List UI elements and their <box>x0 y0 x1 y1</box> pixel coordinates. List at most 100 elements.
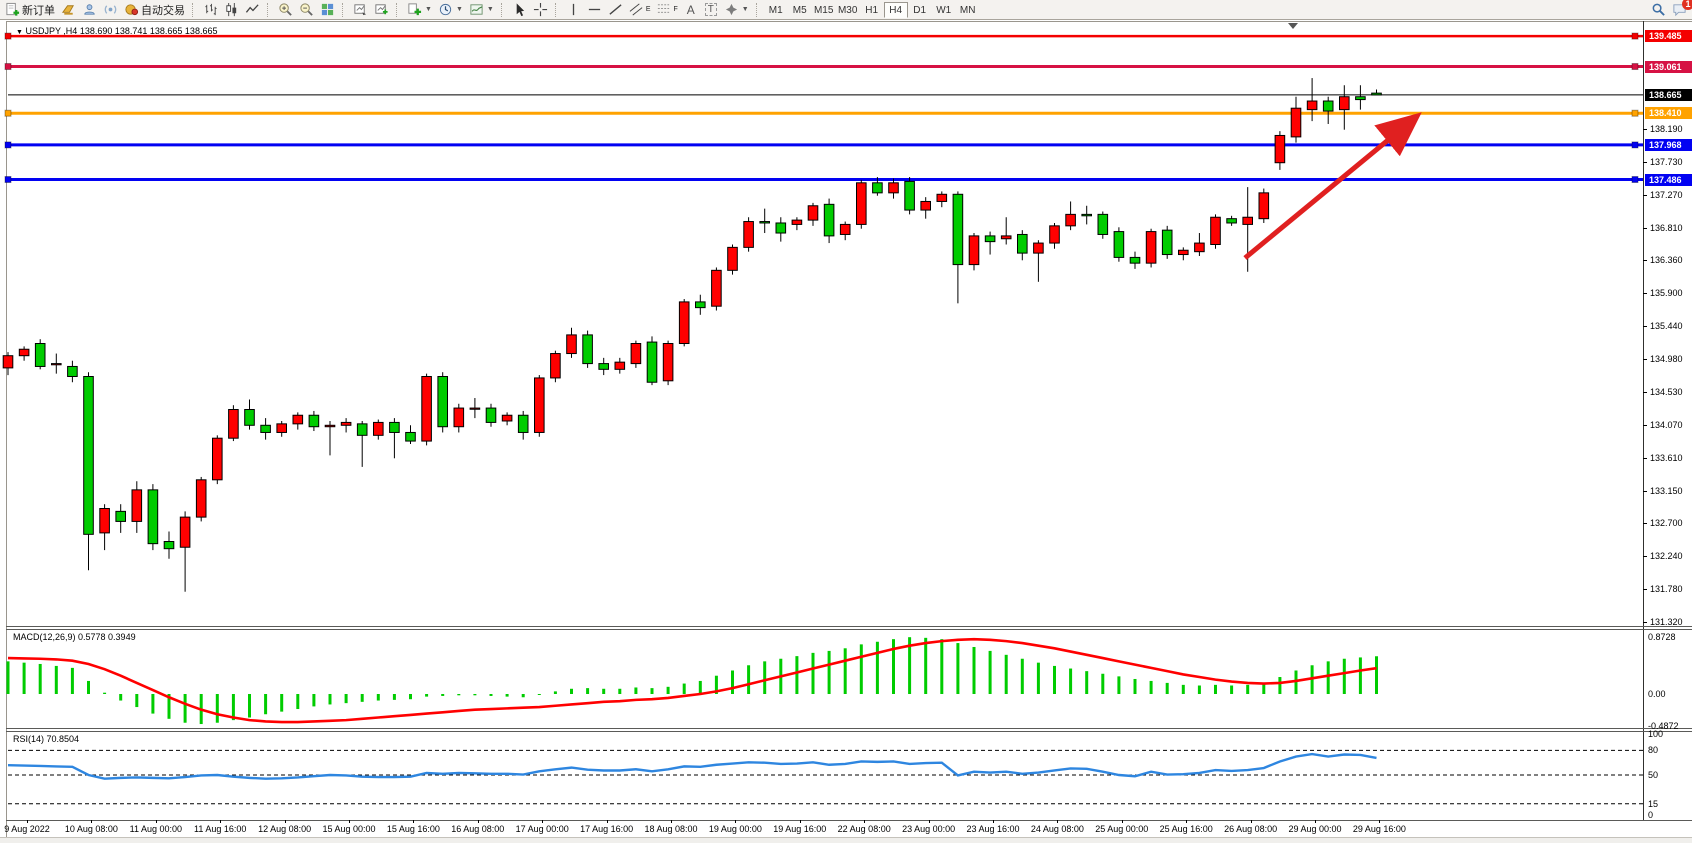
candle <box>1258 192 1270 220</box>
tile-windows-button[interactable] <box>317 1 338 19</box>
line-chart-button[interactable] <box>242 1 263 19</box>
price-axis-tick: 136.360 <box>1650 255 1683 266</box>
trendline-button[interactable] <box>605 1 626 19</box>
candle <box>984 235 996 243</box>
price-axis-tick: 131.320 <box>1650 616 1683 627</box>
candle <box>550 353 561 379</box>
price-axis-tick: 132.240 <box>1650 550 1683 561</box>
pane-separator[interactable] <box>6 728 1692 729</box>
signals-button[interactable] <box>100 1 121 19</box>
timeframe-m1[interactable]: M1 <box>764 2 788 18</box>
time-axis-tickmark <box>1186 820 1188 823</box>
window-bottom-strip <box>0 837 1692 843</box>
timeframe-h1[interactable]: H1 <box>860 2 884 18</box>
text-label-button[interactable]: T <box>701 1 721 19</box>
horizontal-price-lines[interactable] <box>4 32 1643 184</box>
macd-histogram-bar <box>296 694 300 710</box>
macd-histogram-bar <box>682 683 686 694</box>
periods-button[interactable]: ▼ <box>435 1 466 19</box>
chart-shift-marker[interactable] <box>1288 23 1298 29</box>
new-order-button[interactable]: 新订单 <box>2 1 58 19</box>
zoom-out-button[interactable] <box>296 1 317 19</box>
candle <box>18 348 30 357</box>
profile-icon <box>84 4 95 15</box>
macd-histogram-bar <box>1004 654 1008 694</box>
candle <box>260 424 271 433</box>
market-watch-button[interactable] <box>58 1 79 19</box>
autotrading-button[interactable]: 自动交易 <box>121 1 188 19</box>
macd-histogram-bar <box>827 650 831 694</box>
horizontal-line-button[interactable] <box>584 1 605 19</box>
timeframe-m5[interactable]: M5 <box>788 2 812 18</box>
cursor-button[interactable] <box>509 1 530 19</box>
shapes-button[interactable]: ▼ <box>721 1 752 19</box>
time-axis-tickmark <box>413 820 415 823</box>
macd-histogram-bar <box>1101 673 1105 694</box>
candle <box>1017 233 1028 254</box>
timeframe-d1[interactable]: D1 <box>908 2 932 18</box>
price-axis-tick: 134.530 <box>1650 386 1683 397</box>
timeframe-mn[interactable]: MN <box>956 2 980 18</box>
candle-chart-button[interactable] <box>221 1 242 19</box>
fibonacci-button[interactable]: F <box>653 1 680 19</box>
candle <box>1000 235 1012 240</box>
macd-histogram-bar <box>151 694 155 714</box>
macd-histogram-bar <box>360 694 364 702</box>
candle <box>662 343 674 382</box>
candle <box>1242 216 1254 225</box>
candle <box>1339 96 1350 111</box>
templates-button[interactable]: ▼ <box>466 1 497 19</box>
macd-histogram-bar <box>248 694 251 718</box>
macd-histogram-bar <box>570 688 573 694</box>
autotrading-icon <box>125 4 139 16</box>
chart-window[interactable] <box>6 21 1692 843</box>
zoom-in-button[interactable] <box>275 1 296 19</box>
macd-histogram-bar <box>505 694 509 697</box>
candle <box>1097 213 1109 235</box>
time-axis-tickmark <box>542 820 544 823</box>
candle <box>920 200 932 211</box>
text-button[interactable]: A <box>681 1 701 19</box>
crosshair-button[interactable] <box>530 1 551 19</box>
timeframe-m15[interactable]: M15 <box>812 2 836 18</box>
chart-title-ohlc: 138.690 138.741 138.665 138.665 <box>79 26 218 36</box>
price-axis-tick: 135.900 <box>1650 288 1683 299</box>
candle <box>115 510 127 522</box>
candle <box>695 301 706 309</box>
new-chart-button[interactable] <box>350 1 371 19</box>
trendline-icon <box>609 4 622 15</box>
search-button[interactable] <box>1648 1 1669 19</box>
macd-histogram-bar <box>650 688 654 694</box>
line-anchor <box>1631 141 1639 149</box>
macd-histogram-bar <box>312 694 316 707</box>
bar-chart-button[interactable] <box>200 1 221 19</box>
price-axis-tickmark <box>1643 522 1647 524</box>
channel-button[interactable]: E <box>626 1 654 19</box>
line-anchor <box>4 176 12 184</box>
macd-histogram-bar <box>489 694 493 696</box>
candle <box>1194 242 1205 253</box>
price-axis-tick: 131.780 <box>1650 583 1683 594</box>
macd-histogram-bar <box>1342 658 1346 694</box>
timeframe-h4[interactable]: H4 <box>883 1 908 18</box>
vertical-line-button[interactable] <box>563 1 584 19</box>
macd-histogram-bar <box>119 694 123 701</box>
time-axis-label: 10 Aug 08:00 <box>64 824 118 834</box>
timeframe-w1[interactable]: W1 <box>932 2 956 18</box>
trend-arrow[interactable] <box>1243 112 1422 260</box>
price-axis-tickmark <box>1643 260 1647 262</box>
candle <box>1210 216 1221 246</box>
pane-separator[interactable] <box>6 626 1692 627</box>
profile-button[interactable] <box>79 1 100 19</box>
tile-windows-icon <box>321 3 334 16</box>
periods-icon <box>439 3 452 16</box>
price-axis-tick: 134.980 <box>1650 354 1683 365</box>
candle <box>99 508 110 534</box>
timeframe-m30[interactable]: M30 <box>836 2 860 18</box>
chat-button[interactable]: 1 <box>1669 0 1692 19</box>
add-indicator-button[interactable]: ▼ <box>404 1 435 19</box>
profiles-button[interactable] <box>371 1 392 19</box>
macd-histogram-bar <box>1069 668 1073 694</box>
candle <box>888 182 899 194</box>
